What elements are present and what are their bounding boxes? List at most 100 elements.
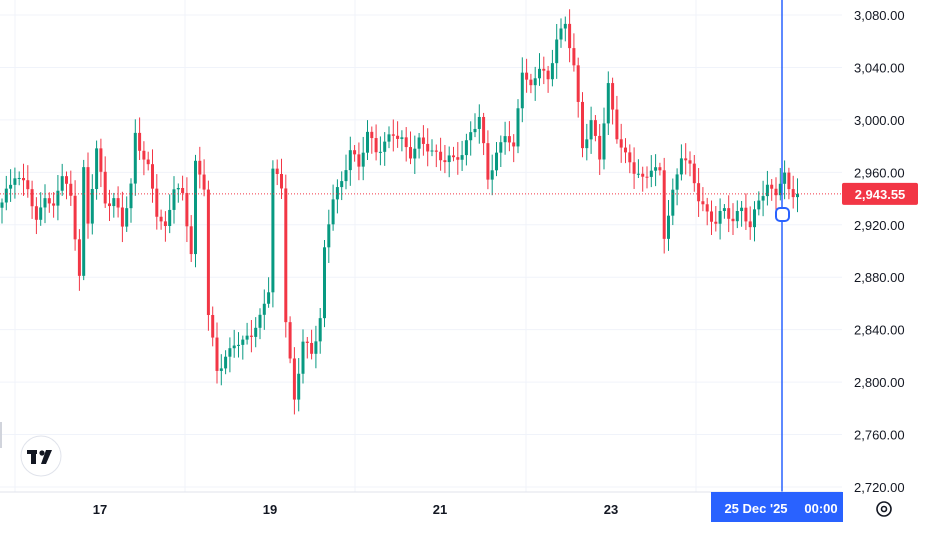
candle	[86, 152, 90, 239]
time-tick-label: 21	[433, 502, 447, 517]
candle	[357, 142, 361, 181]
candle	[753, 201, 756, 242]
candle	[675, 168, 679, 206]
candle	[421, 125, 425, 156]
candle	[262, 289, 266, 330]
candle	[671, 178, 675, 226]
candle	[697, 168, 701, 217]
candle	[413, 135, 417, 175]
candle	[245, 322, 249, 345]
candle	[585, 123, 589, 161]
candle	[82, 159, 86, 281]
time-axis[interactable]: 17 19 21 23	[93, 502, 618, 517]
candle	[211, 306, 215, 347]
candle	[636, 159, 640, 179]
candle	[529, 73, 533, 94]
left-scroll-handle[interactable]	[0, 422, 2, 448]
candle	[77, 229, 81, 291]
candle	[185, 177, 189, 243]
price-tick-label: 3,040.00	[854, 60, 905, 75]
candle	[206, 180, 210, 331]
candle	[572, 33, 576, 72]
candle	[692, 155, 696, 192]
settings-icon[interactable]	[876, 501, 892, 517]
candle	[310, 329, 314, 360]
candle	[718, 198, 722, 240]
price-tick-label: 2,880.00	[854, 270, 905, 285]
candle	[340, 171, 344, 201]
candle	[796, 178, 799, 213]
candle	[275, 159, 279, 186]
candle	[778, 168, 782, 201]
candle	[172, 176, 176, 224]
candle	[426, 128, 430, 167]
candle	[783, 160, 787, 200]
candle	[473, 113, 477, 138]
candle	[744, 193, 748, 230]
candle	[731, 203, 735, 235]
time-tick-label: 23	[604, 502, 618, 517]
candle	[13, 167, 17, 199]
crosshair-marker[interactable]	[775, 207, 790, 222]
candle	[129, 178, 133, 223]
candle	[219, 354, 223, 386]
candle	[39, 192, 43, 226]
candles	[0, 9, 799, 415]
candle	[705, 197, 709, 226]
candle	[576, 57, 580, 118]
candle	[443, 144, 447, 174]
tradingview-logo[interactable]	[20, 435, 62, 477]
price-badge: 2,943.55	[842, 182, 918, 205]
price-tick-label: 2,920.00	[854, 218, 905, 233]
candle	[486, 130, 490, 190]
candle	[409, 131, 412, 165]
candle	[366, 120, 369, 161]
candle	[288, 316, 292, 364]
candle	[533, 66, 537, 101]
candle	[503, 121, 507, 155]
candle	[361, 136, 365, 181]
candle	[370, 126, 374, 154]
candle	[667, 199, 670, 251]
candle	[482, 112, 486, 156]
candle	[254, 317, 258, 348]
candle	[649, 155, 653, 188]
candle	[456, 142, 460, 175]
price-tick-label: 2,800.00	[854, 375, 905, 390]
candle	[546, 65, 550, 93]
candle	[43, 184, 47, 224]
candle	[495, 141, 498, 177]
candle	[56, 175, 60, 221]
candle	[404, 127, 408, 162]
candle	[181, 175, 185, 201]
candle	[550, 49, 554, 87]
candle	[593, 115, 597, 142]
candle	[430, 139, 434, 157]
candle	[34, 197, 38, 235]
candle	[52, 192, 56, 218]
candle	[125, 196, 129, 232]
time-tick-label: 19	[263, 502, 277, 517]
candle	[47, 192, 51, 213]
price-axis[interactable]: 3,080.00 3,040.00 3,000.00 2,960.00 2,920.00…	[854, 8, 905, 495]
candle	[318, 308, 322, 354]
candle	[228, 337, 232, 373]
candle	[606, 71, 610, 135]
candle	[658, 162, 662, 176]
candle	[740, 200, 744, 227]
candle	[460, 140, 464, 171]
candle	[249, 320, 253, 353]
candle	[469, 121, 473, 156]
candle	[391, 119, 395, 152]
candle	[155, 174, 159, 230]
candle	[722, 204, 726, 219]
candle	[151, 149, 154, 203]
candle	[439, 137, 443, 171]
candle	[387, 126, 391, 149]
candle	[4, 175, 8, 211]
candle	[284, 174, 288, 338]
candle	[344, 154, 348, 190]
candle	[628, 144, 632, 174]
candle	[30, 180, 34, 219]
